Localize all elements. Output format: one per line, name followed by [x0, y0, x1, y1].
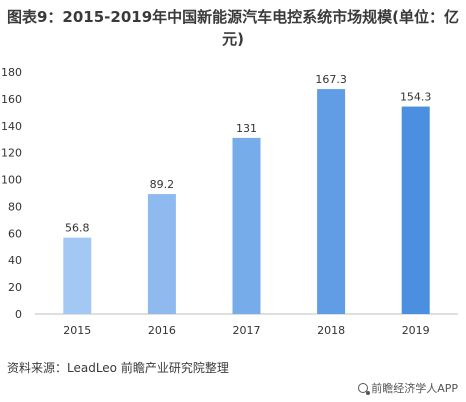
bar	[317, 89, 346, 314]
y-tick-label: 140	[1, 120, 22, 133]
bar-value-label: 167.3	[315, 73, 347, 86]
bar	[63, 237, 92, 314]
x-tick-label: 2016	[148, 324, 176, 337]
y-tick-label: 120	[1, 147, 22, 160]
x-tick-label: 2018	[317, 324, 345, 337]
y-tick-label: 100	[1, 174, 22, 187]
chart-title: 图表9：2015-2019年中国新能源汽车电控系统市场规模(单位：亿元)	[6, 8, 460, 48]
brand-logo-icon	[358, 383, 371, 395]
bar-value-label: 89.2	[150, 178, 175, 191]
x-tick-label: 2015	[63, 324, 91, 337]
source-note: 资料来源：LeadLeo 前瞻产业研究院整理	[7, 361, 229, 375]
y-tick-label: 60	[8, 227, 22, 240]
x-tick-label: 2017	[233, 324, 261, 337]
bar	[401, 106, 430, 315]
y-tick-label: 160	[1, 93, 22, 106]
brand-footer: 前瞻经济学人APP	[358, 380, 458, 396]
y-tick-label: 80	[8, 200, 22, 213]
bar	[232, 137, 261, 314]
y-tick-label: 40	[8, 254, 22, 267]
y-tick-label: 180	[1, 66, 22, 79]
bar-value-label: 131	[236, 122, 257, 135]
bar-value-label: 56.8	[65, 222, 90, 235]
y-tick-label: 20	[8, 281, 22, 294]
y-tick-label: 0	[15, 308, 22, 321]
x-tick-label: 2019	[402, 324, 430, 337]
bar	[147, 194, 176, 314]
bar-value-label: 154.3	[400, 91, 432, 104]
brand-label: 前瞻经济学人APP	[371, 382, 458, 395]
